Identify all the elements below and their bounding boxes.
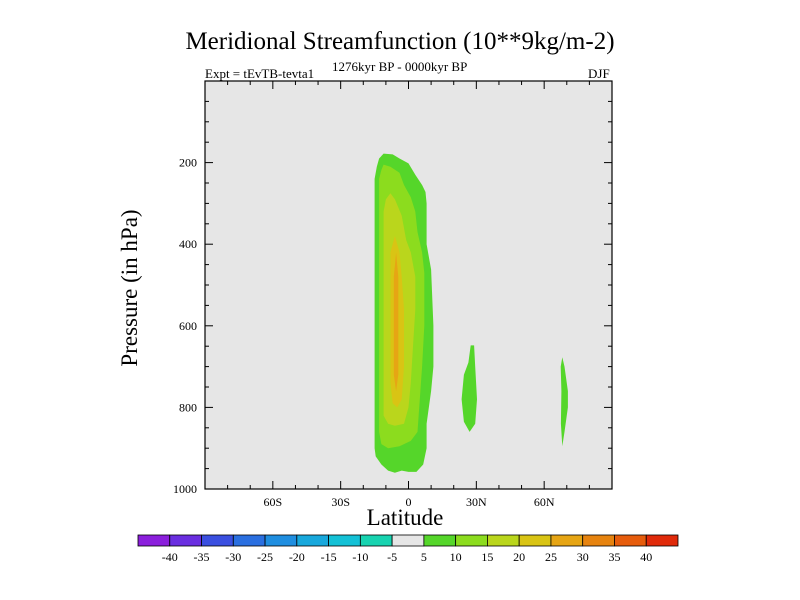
period-label: 1276kyr BP - 0000kyr BP — [332, 59, 468, 74]
colorbar-swatch — [487, 534, 520, 547]
season-label: DJF — [588, 66, 610, 81]
colorbar-label: -15 — [321, 550, 337, 564]
x-tick-label: 30S — [331, 495, 350, 509]
colorbar-swatch — [455, 534, 488, 547]
colorbar-label: -30 — [225, 550, 241, 564]
x-axis-label: Latitude — [366, 505, 444, 530]
colorbar-swatch — [550, 534, 584, 547]
colorbar-label: 5 — [421, 550, 427, 564]
y-tick-label: 400 — [179, 237, 197, 251]
colorbar-swatch — [264, 534, 298, 547]
y-tick-label: 200 — [179, 156, 197, 170]
colorbar-label: 35 — [608, 550, 620, 564]
experiment-label: Expt = tEvTB-tevta1 — [205, 66, 315, 81]
colorbar-label: 20 — [513, 550, 525, 564]
colorbar-label: 40 — [640, 550, 652, 564]
colorbar-label: 25 — [545, 550, 557, 564]
colorbar-swatch — [296, 534, 329, 547]
x-tick-label: 60S — [263, 495, 282, 509]
colorbar-swatch — [232, 534, 266, 547]
colorbar-swatch — [359, 534, 393, 547]
colorbar-label: 30 — [577, 550, 589, 564]
colorbar-swatch — [137, 534, 171, 547]
main-cell-level-25 — [393, 252, 399, 392]
colorbar-swatch — [201, 534, 234, 547]
x-tick-label: 30N — [466, 495, 487, 509]
colorbar-label: -25 — [257, 550, 273, 564]
colorbar-label: -20 — [289, 550, 305, 564]
colorbar-swatch — [391, 534, 425, 547]
colorbar-label: 15 — [481, 550, 493, 564]
colorbar-swatch — [328, 534, 361, 547]
colorbar-swatch — [645, 534, 679, 547]
x-tick-label: 0 — [406, 495, 412, 509]
y-axis-label: Pressure (in hPa) — [117, 209, 142, 367]
colorbar-swatch — [169, 534, 202, 547]
colorbar-swatch — [518, 534, 552, 547]
colorbar-label: -10 — [352, 550, 368, 564]
x-tick-label: 60N — [534, 495, 555, 509]
colorbar-label: -35 — [194, 550, 210, 564]
north-cell-level-5 — [560, 357, 568, 447]
mid-cell-level-5 — [461, 345, 477, 432]
chart-title: Meridional Streamfunction (10**9kg/m-2) — [185, 28, 615, 55]
y-tick-label: 600 — [179, 319, 197, 333]
colorbar-label: 10 — [450, 550, 462, 564]
y-tick-label: 1000 — [173, 482, 197, 496]
colorbar-label: -40 — [162, 550, 178, 564]
colorbar-label: -5 — [387, 550, 397, 564]
colorbar-swatch — [423, 534, 457, 547]
y-tick-label: 800 — [179, 400, 197, 414]
colorbar-swatch — [614, 534, 647, 547]
colorbar-swatch — [582, 534, 615, 547]
